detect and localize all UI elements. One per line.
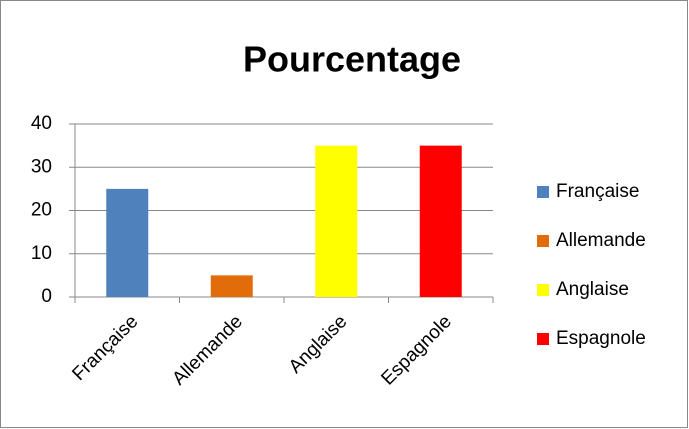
legend-label: Française (556, 181, 639, 202)
y-tick-label: 30 (31, 156, 52, 177)
legend-label: Espagnole (556, 328, 646, 349)
legend-swatch (537, 235, 549, 247)
y-tick-label: 0 (41, 286, 52, 307)
bar (419, 145, 462, 297)
bar (210, 275, 253, 297)
legend-label: Anglaise (556, 279, 629, 300)
bar (315, 145, 358, 297)
legend-swatch (537, 186, 549, 198)
legend-swatch (537, 284, 549, 296)
legend-label: Allemande (556, 230, 646, 251)
legend-swatch (537, 333, 549, 345)
y-tick-label: 10 (31, 243, 52, 264)
bar (106, 188, 149, 297)
y-tick-label: 20 (31, 200, 52, 221)
y-tick-label: 40 (31, 113, 52, 134)
chart-title: Pourcentage (243, 39, 461, 80)
